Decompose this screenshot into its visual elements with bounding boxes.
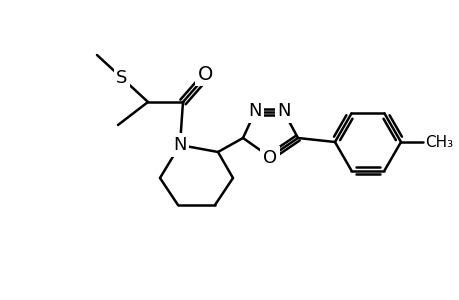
Text: N: N xyxy=(277,102,290,120)
Text: N: N xyxy=(248,102,261,120)
Text: O: O xyxy=(263,149,276,167)
Text: N: N xyxy=(173,136,186,154)
Text: CH₃: CH₃ xyxy=(424,134,452,149)
Text: S: S xyxy=(116,69,128,87)
Text: O: O xyxy=(198,64,213,83)
